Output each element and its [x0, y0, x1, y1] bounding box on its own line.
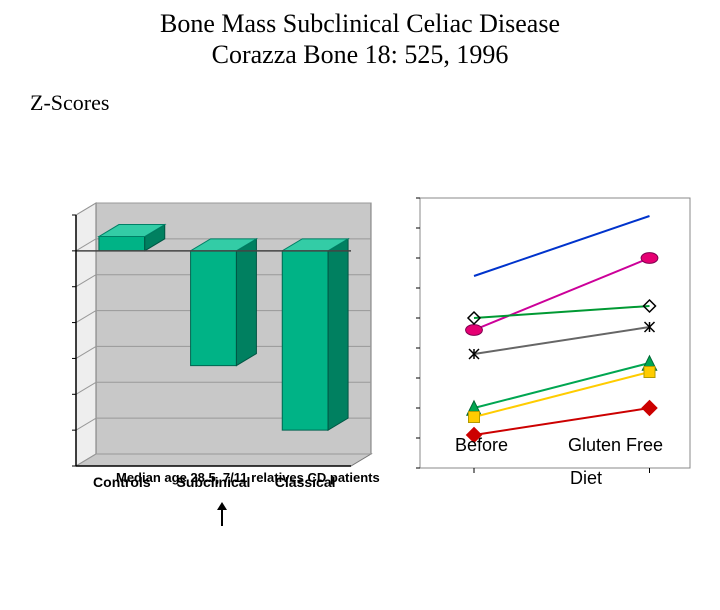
- xlabel-glutenfree: Gluten Free: [568, 435, 663, 456]
- title-line1: Bone Mass Subclinical Celiac Disease: [0, 8, 720, 39]
- xlabel-before: Before: [455, 435, 508, 456]
- xlabel-diet: Diet: [570, 468, 602, 489]
- slide-title: Bone Mass Subclinical Celiac Disease Cor…: [0, 0, 720, 70]
- title-line2: Corazza Bone 18: 525, 1996: [0, 39, 720, 70]
- footnote-text: Median age 28.5, 7/11 relatives CD patie…: [116, 470, 380, 485]
